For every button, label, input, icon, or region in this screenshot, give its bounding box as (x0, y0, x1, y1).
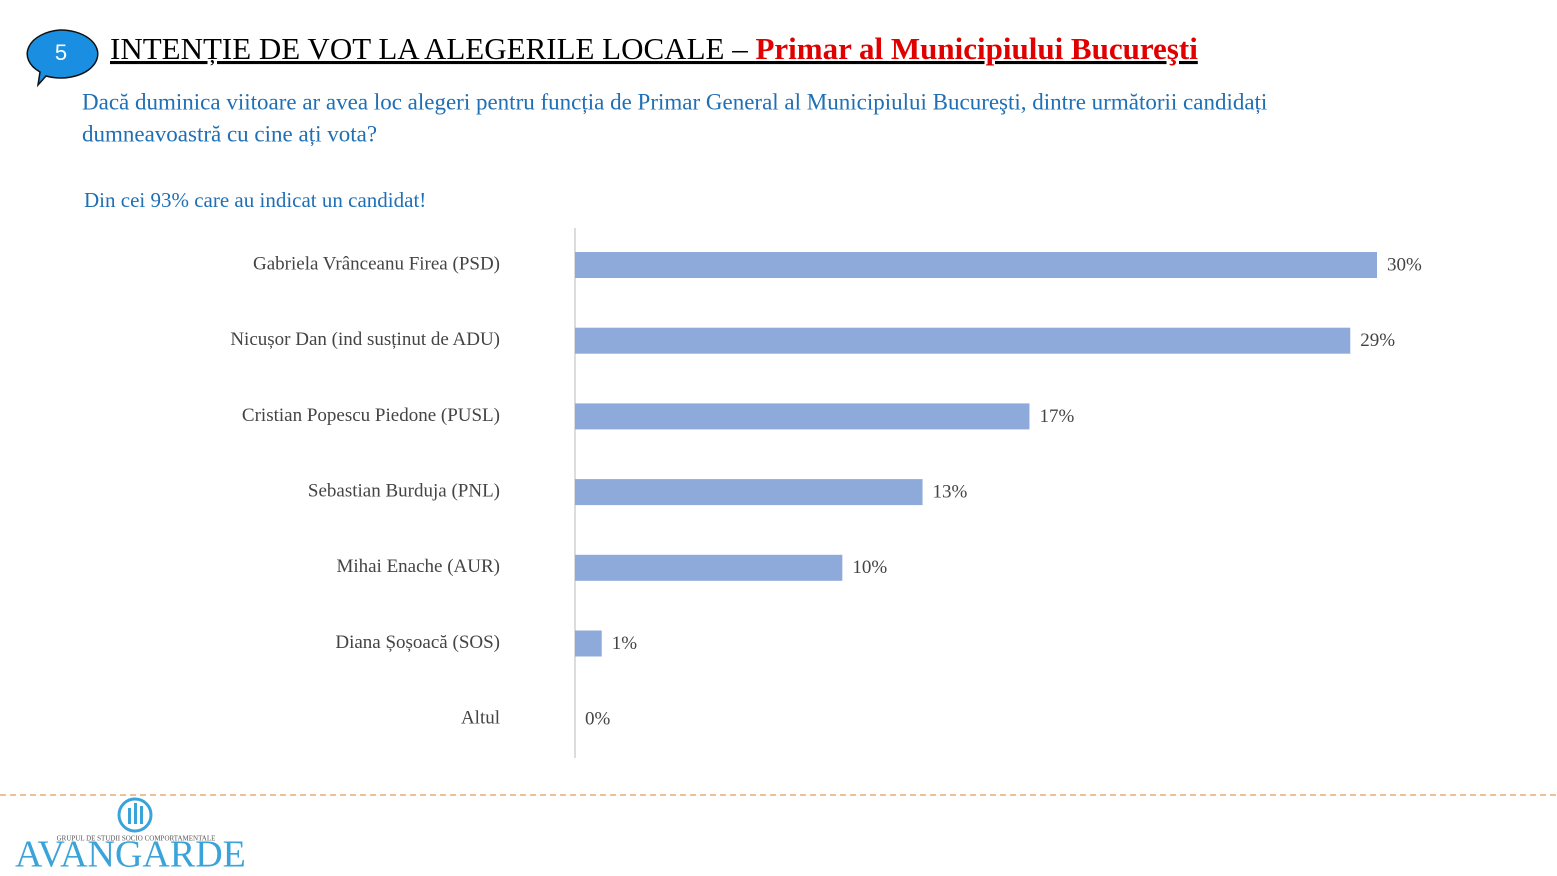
note: Din cei 93% care au indicat un candidat! (84, 188, 426, 212)
logo-icon-bar (134, 803, 137, 824)
logo-icon (117, 797, 153, 833)
value-label: 17% (1039, 406, 1074, 427)
value-label: 10% (852, 557, 887, 578)
badge-bubble (26, 29, 99, 88)
value-label: 29% (1360, 330, 1395, 351)
bar (575, 252, 1377, 278)
value-label: 30% (1387, 254, 1422, 275)
title-main: INTENȚIE DE VOT LA ALEGERILE LOCALE – (110, 31, 755, 66)
question-line: Dacă duminica viitoare ar avea loc alege… (82, 89, 1267, 114)
value-label: 1% (612, 633, 638, 654)
value-label: 0% (585, 709, 611, 730)
category-label: Diana Șoșoacă (SOS) (335, 632, 500, 653)
bar (575, 479, 923, 506)
value-label: 13% (933, 481, 968, 502)
logo-icon-bar (128, 808, 131, 824)
title: INTENȚIE DE VOT LA ALEGERILE LOCALE – Pr… (110, 31, 1198, 66)
bar (575, 554, 843, 581)
category-label: Cristian Popescu Piedone (PUSL) (242, 405, 500, 426)
title-highlight: Primar al Municipiului Bucureşti (755, 31, 1198, 66)
category-label: Gabriela Vrânceanu Firea (PSD) (253, 253, 500, 274)
category-label: Mihai Enache (AUR) (336, 556, 500, 577)
question-line: dumneavoastră cu cine ați vota? (82, 121, 377, 146)
bar (575, 327, 1351, 354)
bar (575, 403, 1030, 430)
category-label: Sebastian Burduja (PNL) (308, 480, 500, 501)
logo: AVANGARDE (15, 834, 246, 876)
logo-icon-bar (140, 806, 143, 824)
logo-tagline: GRUPUL DE STUDII SOCIO COMPORTAMENTALE (57, 835, 216, 843)
category-label: Nicușor Dan (ind susținut de ADU) (230, 329, 500, 350)
bar (575, 630, 602, 657)
badge: 5 (55, 40, 67, 65)
category-label: Altul (461, 708, 500, 729)
